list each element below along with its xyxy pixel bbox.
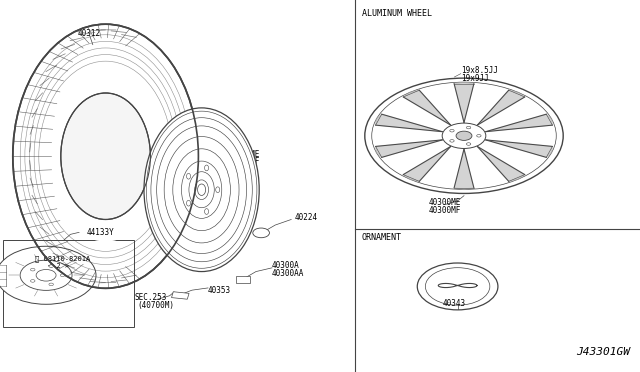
Text: 40300AA: 40300AA: [272, 269, 305, 278]
Circle shape: [442, 123, 486, 148]
Text: 40312: 40312: [78, 29, 101, 38]
Circle shape: [49, 265, 53, 267]
Circle shape: [417, 263, 498, 310]
Circle shape: [477, 135, 481, 137]
Ellipse shape: [47, 71, 164, 242]
Bar: [172, 292, 189, 299]
Circle shape: [450, 140, 454, 142]
Ellipse shape: [205, 209, 209, 214]
Ellipse shape: [205, 165, 209, 171]
Circle shape: [467, 126, 471, 129]
Polygon shape: [454, 82, 474, 122]
Polygon shape: [486, 140, 552, 157]
Polygon shape: [403, 147, 451, 182]
Circle shape: [467, 143, 471, 145]
Text: 40343: 40343: [443, 299, 466, 308]
Circle shape: [60, 274, 65, 277]
Ellipse shape: [198, 184, 205, 195]
Text: ORNAMENT: ORNAMENT: [362, 232, 402, 241]
Polygon shape: [376, 140, 442, 157]
Text: 40300MF: 40300MF: [429, 206, 461, 215]
Polygon shape: [454, 149, 474, 189]
Ellipse shape: [144, 108, 259, 272]
Ellipse shape: [186, 173, 191, 179]
Text: ③ 08110-8201A: ③ 08110-8201A: [35, 255, 90, 262]
Circle shape: [20, 260, 72, 291]
Text: 19x8.5JJ: 19x8.5JJ: [461, 66, 498, 75]
Polygon shape: [486, 114, 552, 132]
Circle shape: [426, 268, 490, 305]
Text: 44133Y: 44133Y: [86, 228, 114, 237]
Ellipse shape: [216, 187, 220, 193]
Polygon shape: [477, 90, 525, 125]
Bar: [3, 240, 134, 327]
Text: 40300ME: 40300ME: [429, 198, 461, 207]
Text: J43301GW: J43301GW: [577, 347, 630, 357]
Text: 48300MF: 48300MF: [227, 157, 260, 166]
Polygon shape: [477, 147, 525, 182]
Circle shape: [450, 129, 454, 132]
Circle shape: [31, 268, 35, 271]
Text: (40700M): (40700M): [138, 301, 175, 310]
Text: SEC.253: SEC.253: [134, 293, 167, 302]
Circle shape: [365, 78, 563, 193]
Ellipse shape: [61, 93, 150, 219]
Circle shape: [253, 228, 269, 238]
Text: 40300A: 40300A: [272, 262, 300, 270]
Text: 40353: 40353: [208, 286, 231, 295]
Text: 19x9JJ: 19x9JJ: [461, 74, 488, 83]
Circle shape: [0, 246, 96, 304]
Circle shape: [49, 283, 53, 286]
Text: 48300ME: 48300ME: [227, 150, 260, 159]
Circle shape: [456, 131, 472, 140]
Bar: [236, 276, 250, 283]
Polygon shape: [376, 114, 442, 132]
Polygon shape: [403, 90, 451, 125]
Circle shape: [31, 280, 35, 282]
Text: < 2 >: < 2 >: [48, 263, 69, 269]
Ellipse shape: [186, 201, 191, 206]
Text: ALUMINUM WHEEL: ALUMINUM WHEEL: [362, 9, 431, 18]
Circle shape: [372, 82, 556, 189]
Circle shape: [36, 269, 56, 281]
Text: 40224: 40224: [294, 213, 317, 222]
